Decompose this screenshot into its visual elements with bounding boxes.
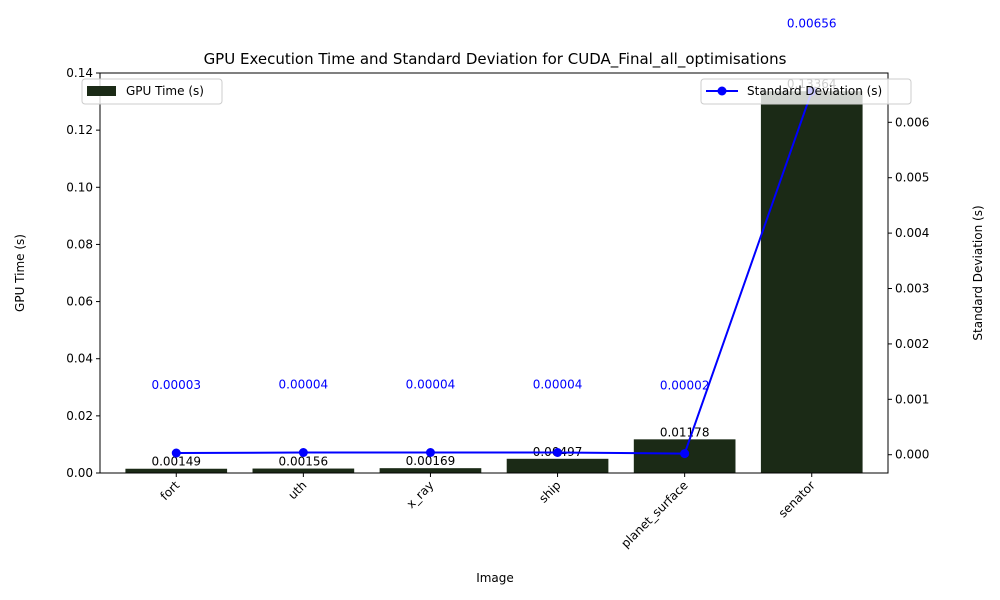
std-dev-value-label: 0.00656: [787, 16, 837, 30]
y2-tick-label: 0.004: [895, 226, 929, 240]
y-tick-label: 0.08: [66, 237, 93, 251]
chart-title: GPU Execution Time and Standard Deviatio…: [204, 50, 787, 69]
y2-tick-label: 0.001: [895, 392, 929, 406]
bar-value-label: 0.00169: [406, 454, 456, 468]
std-dev-value-label: 0.00003: [151, 378, 201, 392]
y2-axis-label: Standard Deviation (s): [971, 205, 985, 340]
std-dev-point-planet_surface: [680, 449, 690, 459]
std-dev-point-fort: [171, 448, 181, 458]
legend-bar-swatch: [87, 86, 116, 96]
y-tick-label: 0.12: [66, 123, 93, 137]
y2-tick-label: 0.006: [895, 115, 929, 129]
std-dev-line: [176, 90, 813, 455]
bar-value-label: 0.01178: [660, 425, 710, 439]
std-dev-value-label: 0.00004: [279, 378, 329, 392]
bar-fort: [125, 468, 228, 473]
std-dev-point-ship: [553, 448, 563, 458]
y-tick-label: 0.06: [66, 295, 93, 309]
y2-tick-label: 0.005: [895, 171, 929, 185]
y2-tick-label: 0.003: [895, 282, 929, 296]
legend-line-label: Standard Deviation (s): [747, 84, 882, 98]
y-axis-label: GPU Time (s): [13, 234, 27, 312]
plot-frame: [99, 72, 889, 474]
legend-left-box: [81, 78, 223, 105]
y-tick-label: 0.14: [66, 66, 93, 80]
std-dev-point-uth: [298, 448, 308, 458]
std-dev-value-label: 0.00002: [660, 379, 710, 393]
bar-value-label: 0.00149: [151, 455, 201, 469]
y2-tick-label: 0.002: [895, 337, 929, 351]
y-tick-label: 0.00: [66, 466, 93, 480]
legend-right-box: [700, 78, 912, 105]
legend-bar-label: GPU Time (s): [126, 84, 204, 98]
x-axis-label: Image: [476, 571, 514, 585]
bar-senator: [760, 91, 863, 474]
bar-value-label: 0.00156: [279, 455, 329, 469]
y2-tick-label: 0.000: [895, 448, 929, 462]
std-dev-value-label: 0.00004: [533, 378, 583, 392]
bar-uth: [252, 468, 355, 473]
std-dev-value-label: 0.00004: [406, 378, 456, 392]
legend-line-marker: [717, 86, 727, 96]
y-tick-label: 0.04: [66, 352, 93, 366]
bar-ship: [506, 458, 609, 473]
bar-x_ray: [379, 468, 482, 473]
y-tick-label: 0.10: [66, 180, 93, 194]
y-tick-label: 0.02: [66, 409, 93, 423]
std-dev-point-x_ray: [425, 448, 435, 458]
